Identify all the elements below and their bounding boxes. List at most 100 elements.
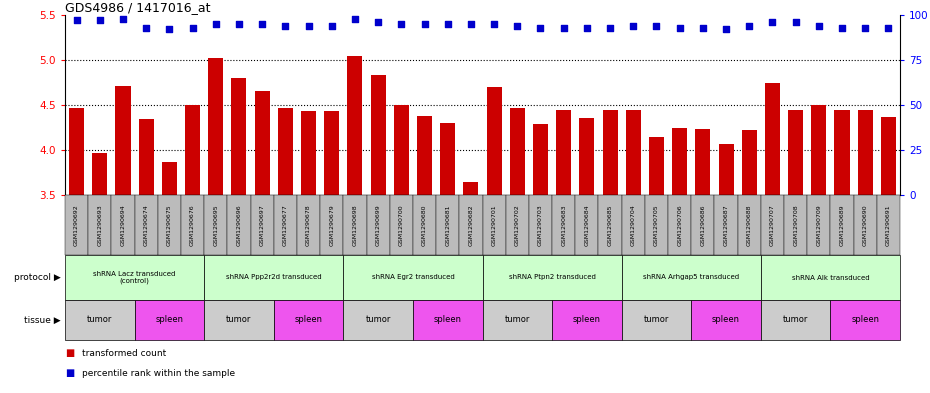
Bar — [208, 58, 223, 195]
Bar — [881, 117, 896, 195]
Point — [789, 19, 804, 25]
Text: GSM1290705: GSM1290705 — [654, 204, 659, 246]
Text: shRNA Arhgap5 transduced: shRNA Arhgap5 transduced — [644, 274, 739, 281]
Text: spleen: spleen — [155, 316, 183, 325]
Text: GSM1290708: GSM1290708 — [793, 204, 798, 246]
Bar — [649, 138, 664, 195]
Text: shRNA Lacz transduced
(control): shRNA Lacz transduced (control) — [93, 271, 176, 284]
Text: tissue ▶: tissue ▶ — [24, 316, 60, 325]
Point — [742, 23, 757, 29]
Point — [696, 24, 711, 31]
Point — [881, 24, 896, 31]
Text: GSM1290689: GSM1290689 — [840, 204, 844, 246]
Bar — [556, 110, 571, 195]
Point — [857, 24, 872, 31]
Bar — [185, 105, 200, 195]
Text: spleen: spleen — [433, 316, 461, 325]
Bar — [764, 83, 780, 195]
Point — [325, 23, 339, 29]
Bar — [325, 111, 339, 195]
Point — [649, 23, 664, 29]
Point — [394, 21, 409, 27]
Text: GSM1290692: GSM1290692 — [74, 204, 79, 246]
Point — [115, 15, 130, 22]
Text: ■: ■ — [65, 368, 74, 378]
Text: ■: ■ — [65, 348, 74, 358]
Text: GSM1290678: GSM1290678 — [306, 204, 311, 246]
Bar — [463, 182, 478, 195]
Text: GSM1290687: GSM1290687 — [724, 204, 728, 246]
Point — [301, 23, 316, 29]
Bar — [486, 87, 501, 195]
Text: GSM1290684: GSM1290684 — [584, 204, 590, 246]
Text: GSM1290691: GSM1290691 — [886, 204, 891, 246]
Text: percentile rank within the sample: percentile rank within the sample — [82, 369, 235, 378]
Text: transformed count: transformed count — [82, 349, 166, 358]
Bar — [788, 110, 804, 195]
Bar — [348, 55, 363, 195]
Text: protocol ▶: protocol ▶ — [14, 273, 60, 282]
Text: GSM1290682: GSM1290682 — [469, 204, 473, 246]
Text: GSM1290706: GSM1290706 — [677, 204, 682, 246]
Text: GSM1290698: GSM1290698 — [352, 204, 357, 246]
Point — [278, 23, 293, 29]
Point — [719, 26, 734, 33]
Text: GSM1290680: GSM1290680 — [422, 204, 427, 246]
Text: tumor: tumor — [783, 316, 808, 325]
Bar — [393, 105, 409, 195]
Point — [371, 19, 386, 25]
Bar — [672, 129, 687, 195]
Text: GSM1290683: GSM1290683 — [561, 204, 566, 246]
Point — [811, 23, 826, 29]
Bar — [139, 119, 153, 195]
Text: spleen: spleen — [851, 316, 879, 325]
Text: shRNA Egr2 transduced: shRNA Egr2 transduced — [372, 274, 454, 281]
Point — [92, 17, 107, 24]
Text: GSM1290701: GSM1290701 — [492, 204, 497, 246]
Bar — [696, 129, 711, 195]
Text: GSM1290709: GSM1290709 — [817, 204, 821, 246]
Text: shRNA Ppp2r2d transduced: shRNA Ppp2r2d transduced — [226, 274, 322, 281]
Text: GSM1290693: GSM1290693 — [98, 204, 102, 246]
Point — [556, 24, 571, 31]
Bar — [533, 124, 548, 195]
Text: GSM1290703: GSM1290703 — [538, 204, 543, 246]
Bar — [115, 86, 130, 195]
Bar — [719, 144, 734, 195]
Text: GDS4986 / 1417016_at: GDS4986 / 1417016_at — [65, 1, 210, 14]
Bar — [278, 108, 293, 195]
Bar — [834, 110, 849, 195]
Text: tumor: tumor — [87, 316, 113, 325]
Text: GSM1290695: GSM1290695 — [213, 204, 219, 246]
Point — [765, 19, 780, 25]
Point — [232, 21, 246, 27]
Point — [672, 24, 687, 31]
Point — [69, 17, 84, 24]
Text: GSM1290694: GSM1290694 — [121, 204, 126, 246]
Bar — [162, 162, 177, 195]
Point — [162, 26, 177, 33]
Point — [834, 24, 849, 31]
Text: GSM1290700: GSM1290700 — [399, 204, 404, 246]
Text: GSM1290676: GSM1290676 — [190, 204, 195, 246]
Text: GSM1290685: GSM1290685 — [607, 204, 613, 246]
Bar — [417, 116, 432, 195]
Text: GSM1290690: GSM1290690 — [863, 204, 868, 246]
Bar — [811, 105, 827, 195]
Text: spleen: spleen — [573, 316, 601, 325]
Bar — [370, 75, 386, 195]
Bar — [579, 118, 594, 195]
Text: shRNA Alk transduced: shRNA Alk transduced — [791, 274, 870, 281]
Point — [626, 23, 641, 29]
Point — [486, 21, 501, 27]
Point — [510, 23, 525, 29]
Text: GSM1290696: GSM1290696 — [236, 204, 242, 246]
Text: shRNA Ptpn2 transduced: shRNA Ptpn2 transduced — [509, 274, 595, 281]
Text: tumor: tumor — [226, 316, 252, 325]
Text: GSM1290677: GSM1290677 — [283, 204, 288, 246]
Text: GSM1290674: GSM1290674 — [143, 204, 149, 246]
Point — [440, 21, 455, 27]
Point — [255, 21, 270, 27]
Text: spleen: spleen — [295, 316, 323, 325]
Point — [348, 15, 363, 22]
